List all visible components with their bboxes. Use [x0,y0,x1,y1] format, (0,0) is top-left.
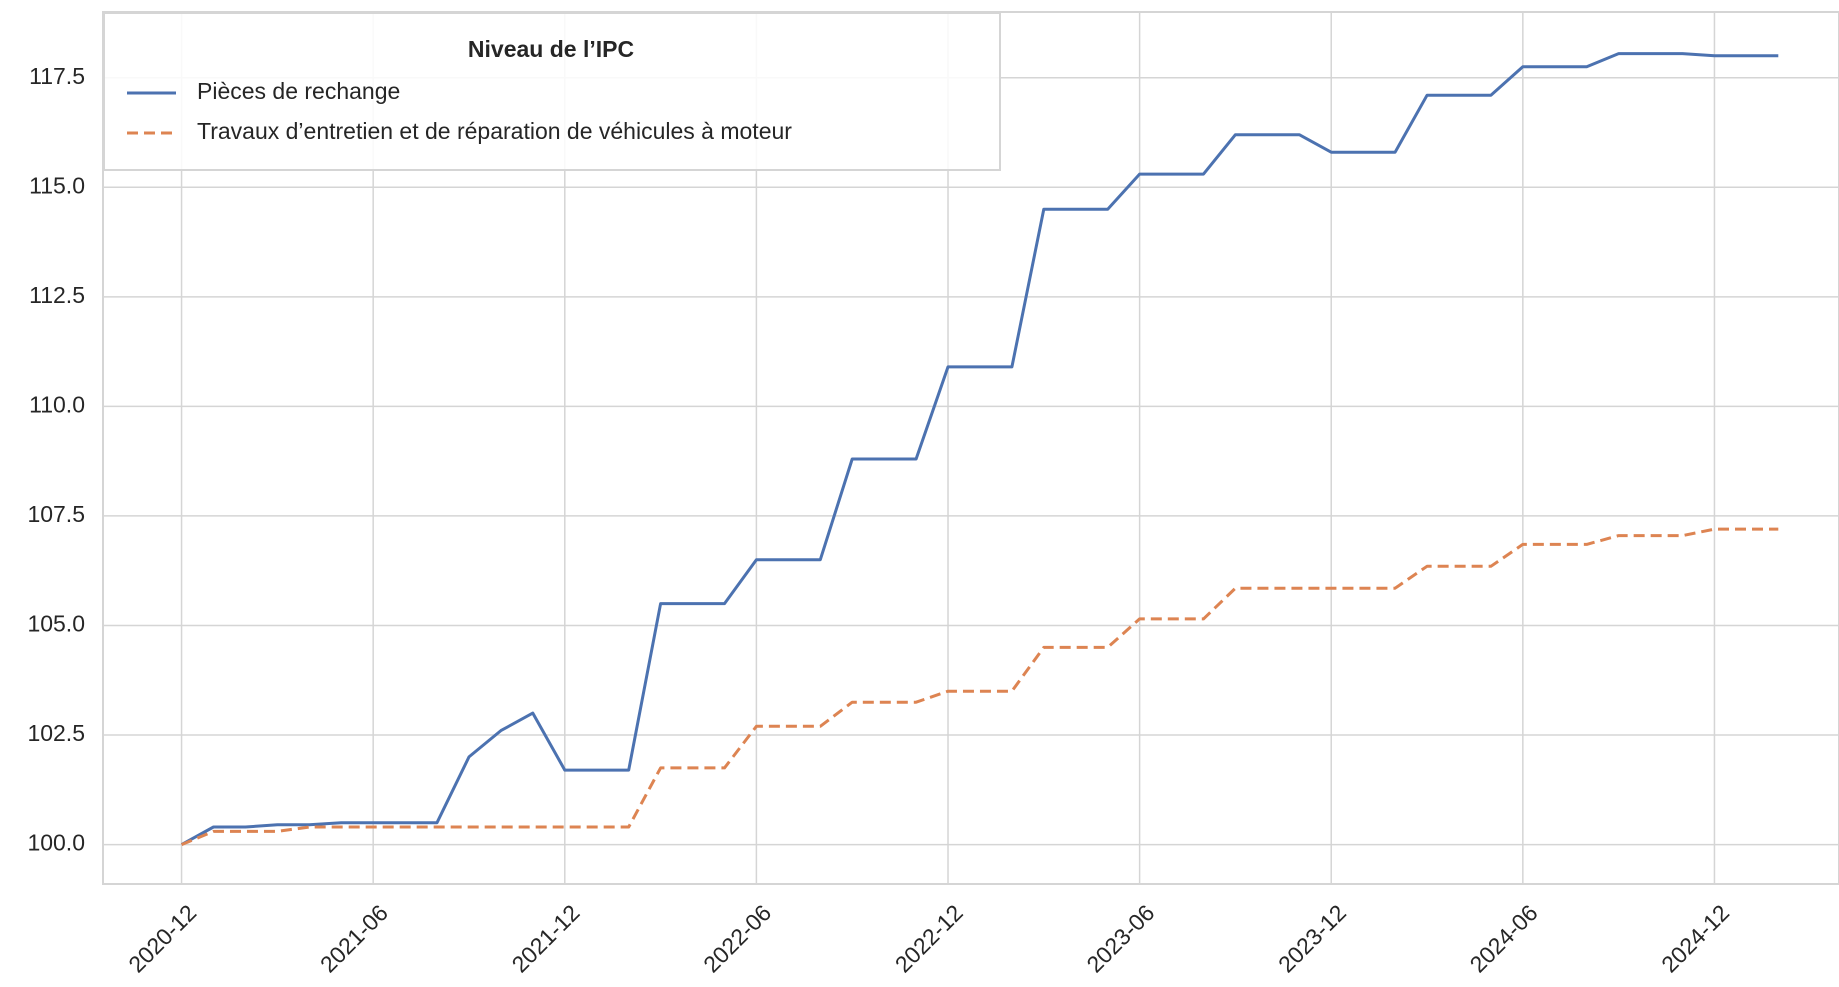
series-line [180,52,1779,846]
legend-box [103,12,1001,171]
y-tick-label: 102.5 [27,720,85,746]
y-tick-label: 115.0 [29,172,85,198]
x-tick-label: 2023-12 [1273,899,1351,977]
x-tick-label: 2021-12 [507,899,585,977]
legend-label: Travaux d’entretien et de réparation de … [197,118,792,144]
y-tick-label: 107.5 [27,501,85,527]
x-tick-label: 2024-12 [1656,899,1734,977]
legend-label: Pièces de rechange [197,78,400,104]
lines [180,52,1779,846]
x-tick-label: 2023-06 [1081,899,1159,977]
x-tick-label: 2020-12 [123,899,201,977]
x-tick-label: 2021-06 [315,899,393,977]
legend: Niveau de l’IPC Pièces de rechange Travau… [103,12,1001,171]
x-tick-label: 2022-06 [698,899,776,977]
y-tick-label: 100.0 [27,830,85,856]
series-line [181,527,1779,846]
y-tick-label: 110.0 [29,391,85,417]
y-tick-label: 105.0 [27,611,85,637]
x-tick-label: 2022-12 [890,899,968,977]
x-tick-label: 2024-06 [1465,899,1543,977]
y-tick-label: 117.5 [29,63,85,89]
legend-title: Niveau de l’IPC [468,36,634,62]
y-tick-label: 112.5 [29,282,85,308]
